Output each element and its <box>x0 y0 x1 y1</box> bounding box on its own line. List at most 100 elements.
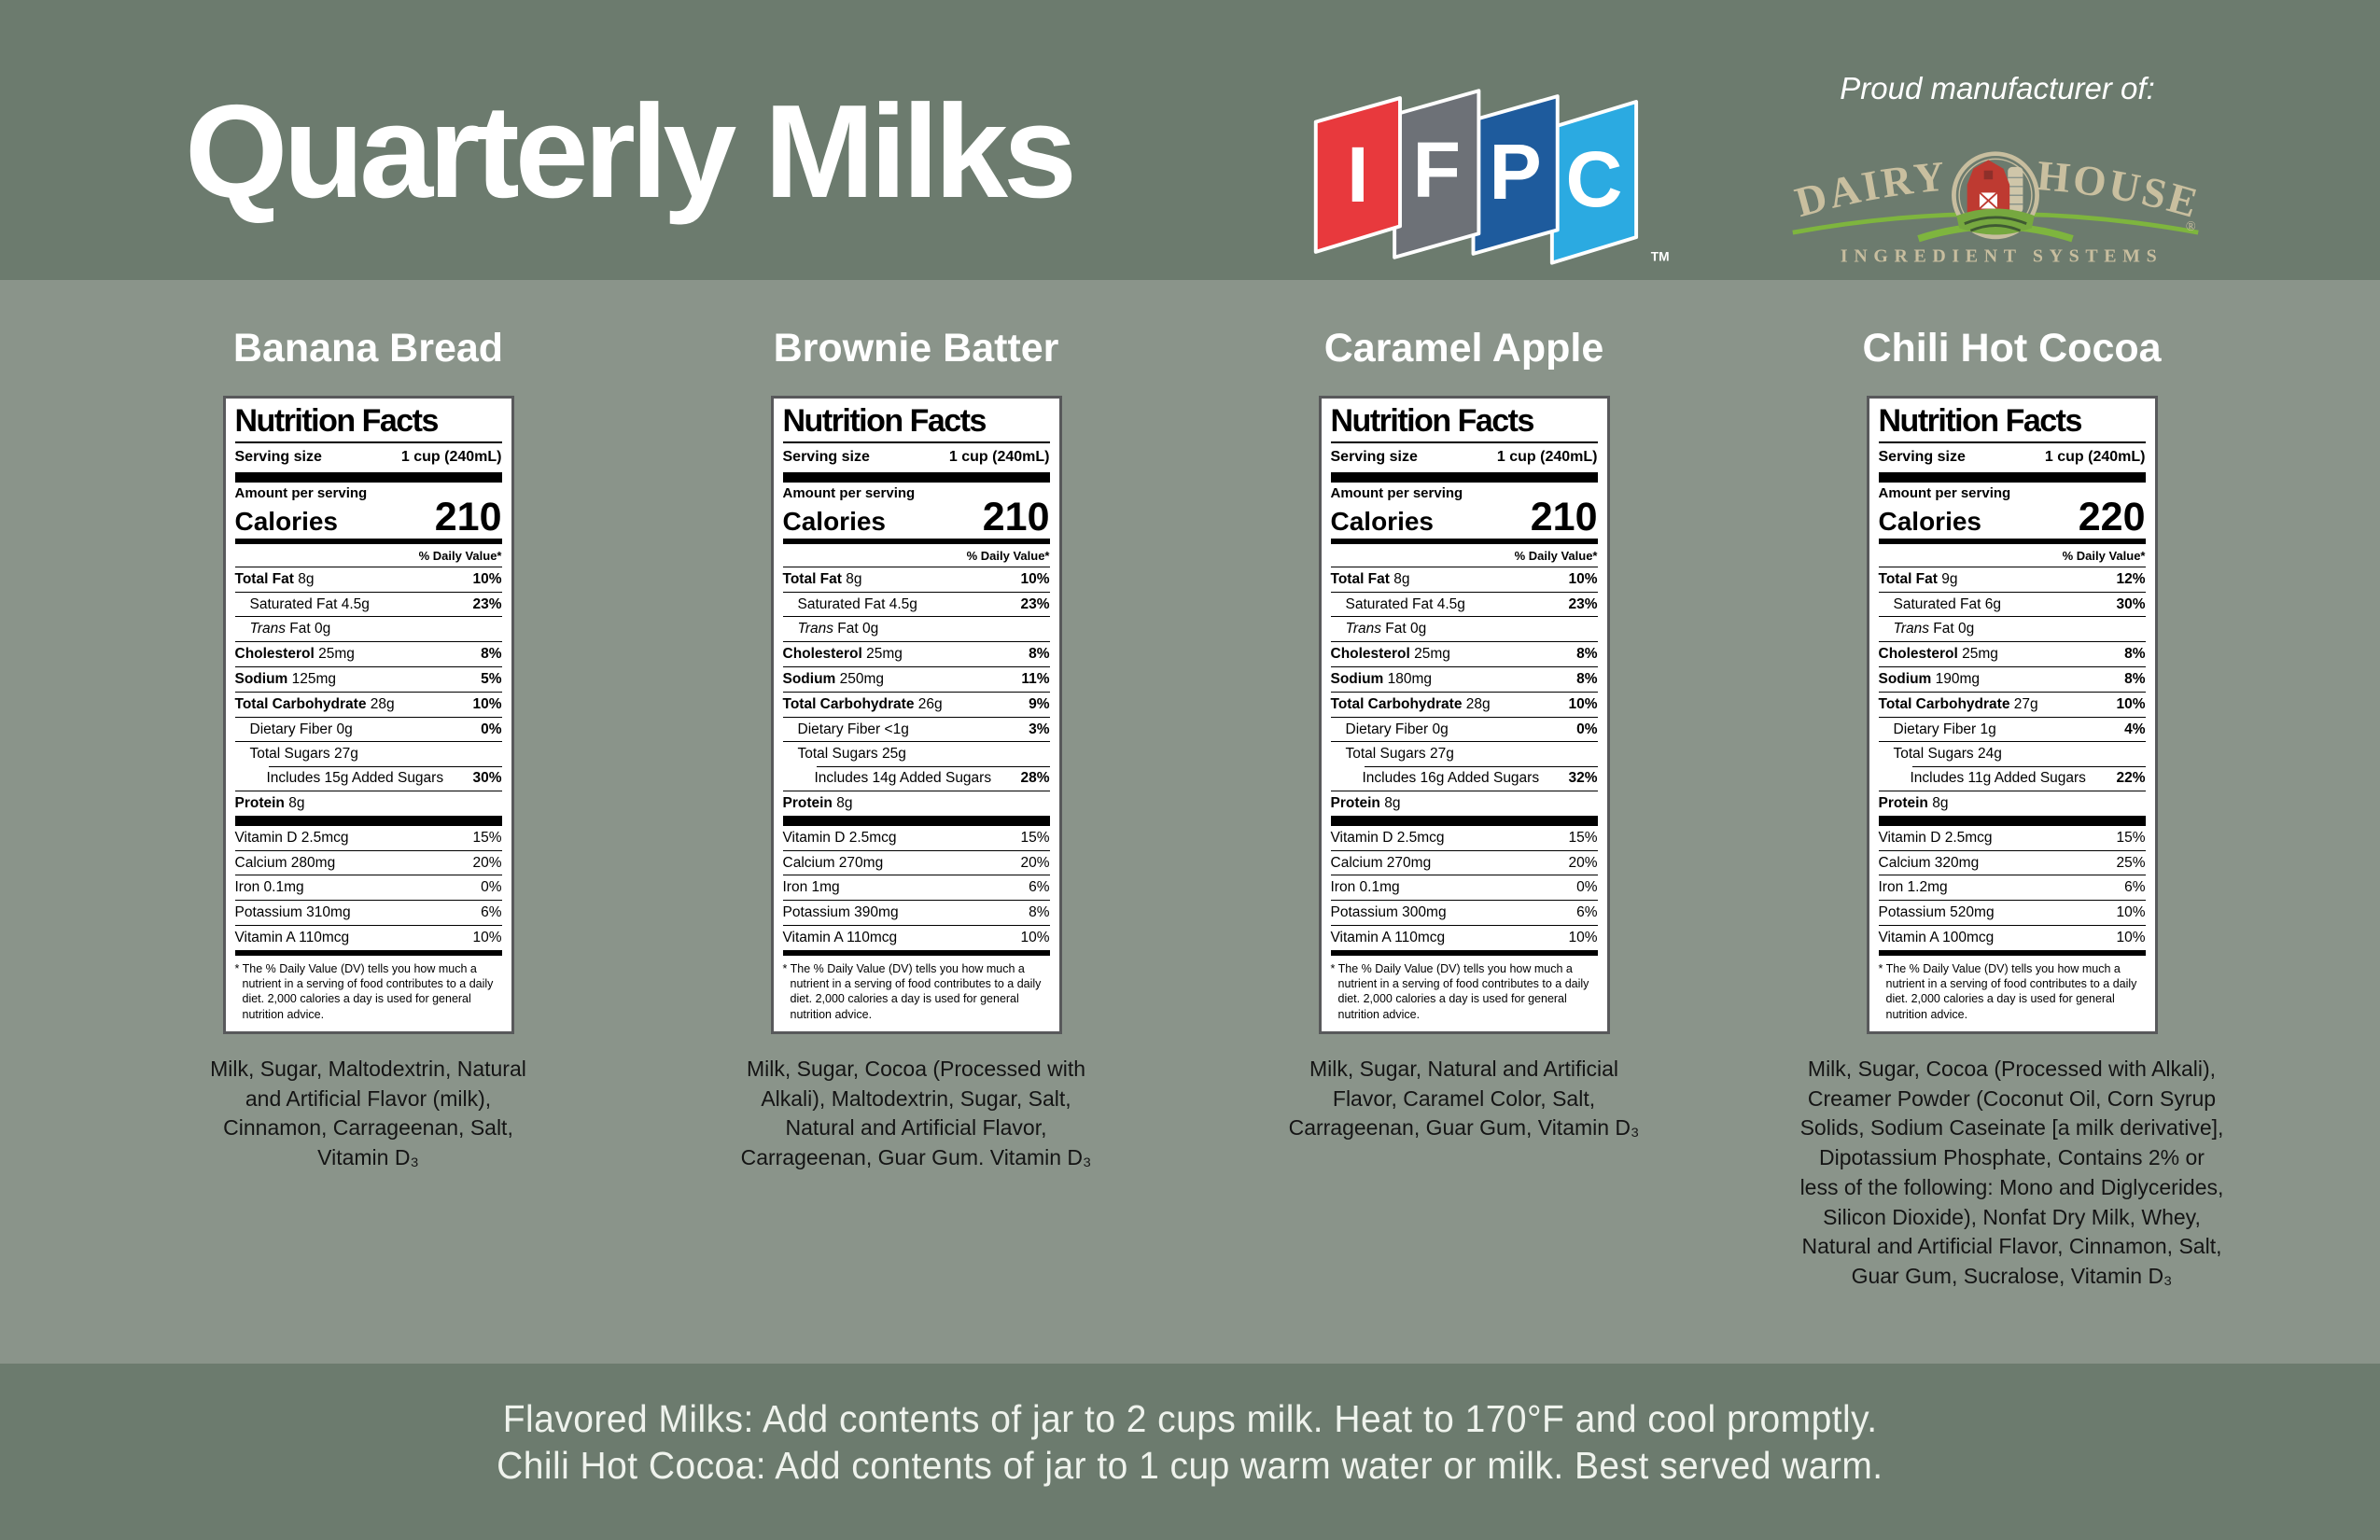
serving-size-value: 1 cup (240mL) <box>2044 448 2146 465</box>
ingredients-text: Milk, Sugar, Cocoa (Processed with Alkal… <box>740 1056 1092 1170</box>
footer-instructions-line1: Flavored Milks: Add contents of jar to 2… <box>502 1397 1878 1440</box>
vitamin-row: Vitamin D 2.5mcg 15% <box>234 829 502 846</box>
body-area: Banana Bread Nutrition Facts Serving siz… <box>0 280 2380 1364</box>
vitamin-rows: Vitamin D 2.5mcg 15% Calcium 270mg 20% Iron … <box>782 826 1050 950</box>
divider-medium <box>1330 538 1598 544</box>
nutrient-row: Protein 8g <box>234 791 502 816</box>
ingredients-text: Milk, Sugar, Natural and Artificial Flav… <box>1288 1056 1640 1141</box>
divider-thick <box>234 815 502 826</box>
nutrient-row: Includes 16g Added Sugars 32% <box>1331 766 1598 791</box>
nutrient-row: Trans Fat 0g <box>234 616 502 641</box>
nutrient-row: Total Fat 9g 12% <box>1878 570 2146 587</box>
nutrient-row: Dietary Fiber 0g 0% <box>1330 716 1598 742</box>
serving-size-value: 1 cup (240mL) <box>400 448 502 465</box>
proud-manufacturer-text: Proud manufacturer of: <box>1840 71 2155 105</box>
calories-label: Calories <box>782 506 887 536</box>
nutrient-rows: Total Fat 8g 10% Saturated Fat 4.5g 23% Tran… <box>1330 567 1598 816</box>
divider-thick <box>782 471 1050 483</box>
nutrient-row: Saturated Fat 4.5g 23% <box>234 591 502 617</box>
amount-per-serving-label: Amount per serving <box>1330 484 1463 501</box>
nutrient-row: Sodium 250mg 11% <box>782 665 1050 692</box>
nutrient-row: Trans Fat 0g <box>1878 616 2146 641</box>
vitamin-rows: Vitamin D 2.5mcg 15% Calcium 280mg 20% Iron … <box>234 826 502 950</box>
nutrient-row: Cholesterol 25mg 8% <box>782 641 1050 666</box>
nutrient-row: Dietary Fiber <1g 3% <box>782 716 1050 742</box>
nutrition-label: Nutrition Facts Serving size 1 cup (240m… <box>222 396 514 1034</box>
nutrient-row: Sodium 190mg 8% <box>1878 665 2146 692</box>
vitamin-row: Iron 0.1mg 0% <box>234 875 502 900</box>
nutrient-row: Total Sugars 27g <box>1330 741 1598 766</box>
nutrient-rows: Total Fat 8g 10% Saturated Fat 4.5g 23% Tran… <box>234 567 502 816</box>
nutrient-row: Total Carbohydrate 26g 9% <box>782 691 1050 717</box>
nutrient-row: Total Sugars 25g <box>782 741 1050 766</box>
vitamin-row: Vitamin A 110mcg 10% <box>234 925 502 950</box>
barn-window <box>1983 170 1994 180</box>
label-footnote: * The % Daily Value (DV) tells you how m… <box>1330 961 1589 1021</box>
nutrient-row: Total Carbohydrate 27g 10% <box>1878 691 2146 717</box>
vitamin-row: Vitamin D 2.5mcg 15% <box>1878 829 2146 846</box>
divider-thick <box>1878 815 2146 826</box>
nutrient-row: Sodium 125mg 5% <box>234 665 502 692</box>
nutrition-facts-title: Nutrition Facts <box>1878 405 2146 443</box>
ifpc-letter-c: C <box>1566 135 1623 223</box>
divider-medium <box>782 949 1050 956</box>
nutrient-row: Includes 14g Added Sugars 28% <box>783 766 1050 791</box>
nutrient-row: Includes 15g Added Sugars 30% <box>235 766 502 791</box>
nutrient-row: Total Carbohydrate 28g 10% <box>234 691 502 717</box>
divider-medium <box>782 538 1050 544</box>
serving-size-label: Serving size <box>1330 448 1418 465</box>
product-name: Banana Bread <box>232 326 504 371</box>
nutrient-row: Trans Fat 0g <box>1330 616 1598 641</box>
nutrient-row: Saturated Fat 4.5g 23% <box>1330 591 1598 617</box>
amount-per-serving-label: Amount per serving <box>1878 484 2011 501</box>
vitamin-row: Iron 1mg 6% <box>782 875 1050 900</box>
serving-size-row: Serving size 1 cup (240mL) <box>1879 443 2146 472</box>
vitamin-row: Vitamin D 2.5mcg 15% <box>782 829 1050 846</box>
divider-thick <box>1878 471 2146 483</box>
calories-row: Calories 220 <box>1879 497 2146 538</box>
nutrient-row: Protein 8g <box>782 791 1050 816</box>
vitamin-row: Vitamin D 2.5mcg 15% <box>1330 829 1598 846</box>
serving-size-label: Serving size <box>234 448 322 465</box>
calories-row: Calories 210 <box>1330 495 1598 540</box>
divider-thick <box>234 471 502 483</box>
divider-medium <box>234 538 502 544</box>
nutrient-row: Cholesterol 25mg 8% <box>1878 641 2146 666</box>
label-footnote: * The % Daily Value (DV) tells you how m… <box>782 961 1042 1021</box>
daily-value-header: % Daily Value* <box>782 544 1050 567</box>
footer-instructions-line2: Chili Hot Cocoa: Add contents of jar to … <box>497 1444 1883 1488</box>
vitamin-rows: Vitamin D 2.5mcg 15% Calcium 270mg 20% Iron … <box>1330 826 1598 950</box>
nutrient-row: Dietary Fiber 0g 0% <box>234 716 502 742</box>
nutrient-row: Saturated Fat 4.5g 23% <box>782 591 1050 617</box>
divider-medium <box>1330 949 1598 956</box>
divider-thick <box>782 815 1050 826</box>
vitamin-row: Iron 1.2mg 6% <box>1878 875 2146 900</box>
product-name: Chili Hot Cocoa <box>1862 326 2162 371</box>
header-band: Quarterly Milks I F P C TM Proud manufac… <box>0 0 2380 280</box>
serving-size-label: Serving size <box>1878 448 1966 465</box>
nutrient-row: Total Fat 8g 10% <box>1330 570 1598 587</box>
calories-label: Calories <box>1330 506 1435 536</box>
label-footnote: * The % Daily Value (DV) tells you how m… <box>234 961 494 1021</box>
registered-mark: ® <box>2186 219 2196 234</box>
nutrient-row: Sodium 180mg 8% <box>1330 665 1598 692</box>
vitamin-row: Iron 0.1mg 0% <box>1330 875 1598 900</box>
nutrient-row: Total Sugars 27g <box>234 741 502 766</box>
vitamin-row: Calcium 270mg 20% <box>1330 849 1598 875</box>
label-footnote: * The % Daily Value (DV) tells you how m… <box>1878 961 2137 1021</box>
nutrient-row: Includes 11g Added Sugars 22% <box>1879 766 2146 791</box>
serving-size-row: Serving size 1 cup (240mL) <box>235 443 502 472</box>
ingredients-text: Milk, Sugar, Cocoa (Processed with Alkal… <box>1799 1056 2224 1289</box>
serving-size-row: Serving size 1 cup (240mL) <box>1331 443 1598 472</box>
calories-value: 210 <box>434 495 502 540</box>
vitamin-row: Potassium 300mg 6% <box>1330 900 1598 925</box>
nutrition-label: Nutrition Facts Serving size 1 cup (240m… <box>1318 396 1610 1034</box>
calories-value: 210 <box>1530 495 1598 540</box>
nutrition-label: Nutrition Facts Serving size 1 cup (240m… <box>770 396 1062 1034</box>
divider-thick <box>1330 815 1598 826</box>
ingredients-text: Milk, Sugar, Maltodextrin, Natural and A… <box>210 1056 526 1170</box>
nutrient-rows: Total Fat 8g 10% Saturated Fat 4.5g 23% Tran… <box>782 567 1050 816</box>
nutrient-row: Dietary Fiber 1g 4% <box>1878 716 2146 742</box>
product-name: Caramel Apple <box>1323 326 1604 371</box>
